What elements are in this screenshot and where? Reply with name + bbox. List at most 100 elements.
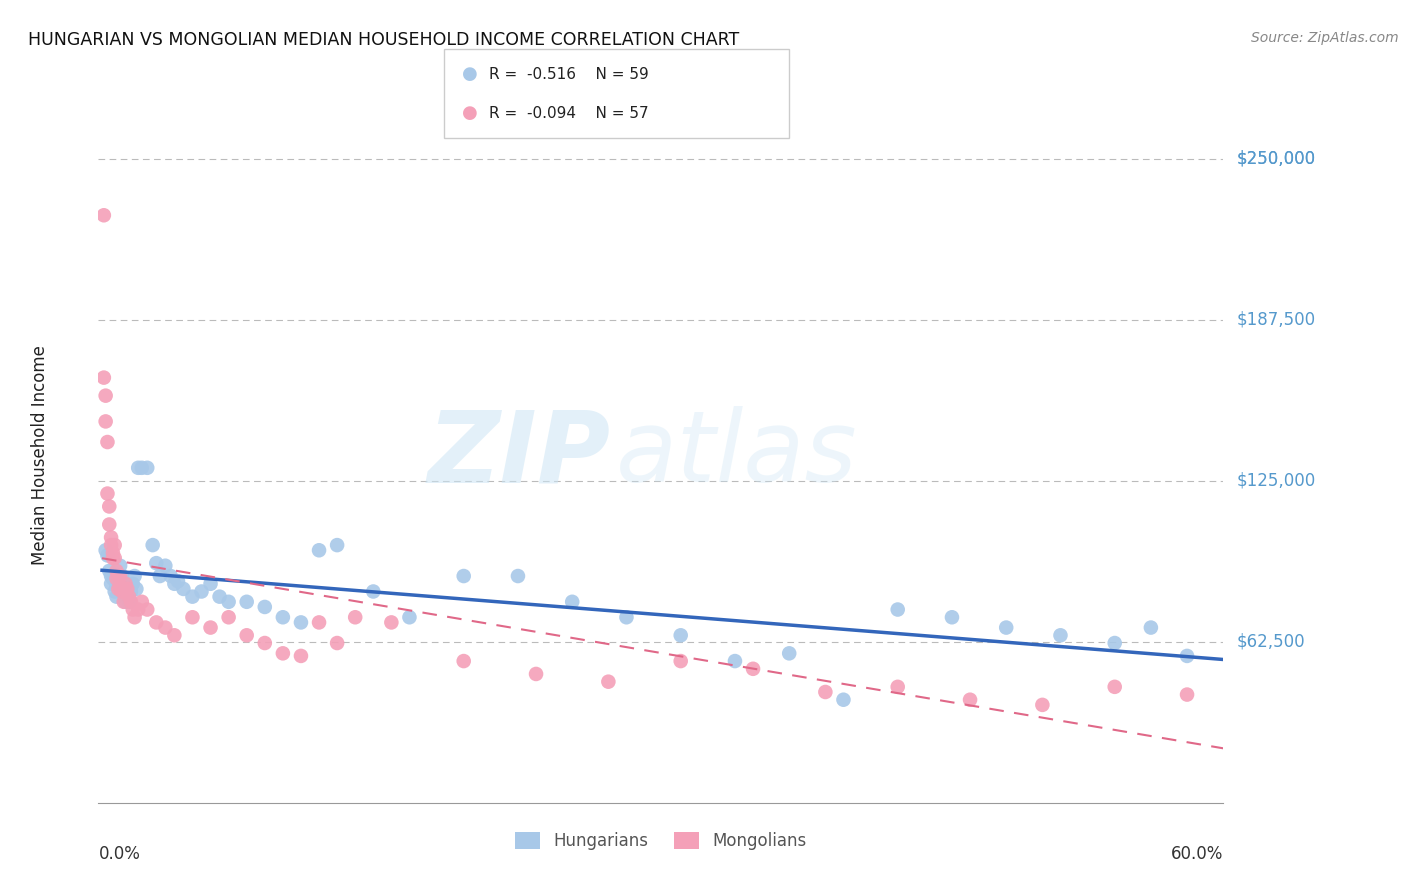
Point bbox=[453, 569, 475, 583]
Point bbox=[253, 636, 276, 650]
Point bbox=[96, 435, 118, 450]
Point bbox=[104, 584, 127, 599]
Point bbox=[145, 556, 167, 570]
Point bbox=[105, 590, 128, 604]
Text: $62,500: $62,500 bbox=[1237, 632, 1306, 651]
Point bbox=[308, 615, 330, 630]
Point bbox=[1104, 680, 1126, 694]
Point bbox=[1175, 688, 1198, 702]
Point bbox=[398, 610, 420, 624]
Point bbox=[380, 615, 402, 630]
Point bbox=[127, 602, 149, 616]
Point bbox=[124, 610, 146, 624]
Point bbox=[561, 595, 583, 609]
Point bbox=[118, 595, 141, 609]
Text: HUNGARIAN VS MONGOLIAN MEDIAN HOUSEHOLD INCOME CORRELATION CHART: HUNGARIAN VS MONGOLIAN MEDIAN HOUSEHOLD … bbox=[28, 31, 740, 49]
Point bbox=[108, 558, 131, 573]
Point bbox=[200, 576, 222, 591]
Point bbox=[112, 595, 135, 609]
Point bbox=[105, 579, 128, 593]
Point bbox=[326, 636, 349, 650]
Text: $250,000: $250,000 bbox=[1237, 150, 1316, 168]
Point bbox=[131, 595, 153, 609]
Point bbox=[271, 646, 294, 660]
Point bbox=[100, 569, 122, 583]
Text: $125,000: $125,000 bbox=[1237, 472, 1316, 490]
Point bbox=[120, 584, 142, 599]
Point bbox=[271, 610, 294, 624]
Point bbox=[218, 610, 240, 624]
Point bbox=[669, 654, 692, 668]
Point bbox=[107, 569, 129, 583]
Point bbox=[155, 558, 177, 573]
Point bbox=[121, 576, 143, 591]
Point bbox=[149, 569, 172, 583]
Point bbox=[253, 599, 276, 614]
Point bbox=[326, 538, 349, 552]
Point bbox=[107, 576, 129, 591]
Point bbox=[104, 538, 127, 552]
Legend: Hungarians, Mongolians: Hungarians, Mongolians bbox=[509, 826, 813, 857]
Point bbox=[105, 564, 128, 578]
Point bbox=[98, 564, 121, 578]
Point bbox=[94, 389, 117, 403]
Point bbox=[235, 595, 257, 609]
Point bbox=[121, 602, 143, 616]
Point bbox=[1104, 636, 1126, 650]
Point bbox=[616, 610, 638, 624]
Text: Median Household Income: Median Household Income bbox=[31, 345, 49, 565]
Point bbox=[145, 615, 167, 630]
Text: $187,500: $187,500 bbox=[1237, 310, 1316, 328]
Point bbox=[1140, 621, 1163, 635]
Point bbox=[724, 654, 747, 668]
Point bbox=[1049, 628, 1071, 642]
Point bbox=[163, 628, 186, 642]
Point bbox=[111, 584, 134, 599]
Point bbox=[163, 576, 186, 591]
Point bbox=[308, 543, 330, 558]
Point bbox=[361, 584, 384, 599]
Point bbox=[142, 538, 165, 552]
Point bbox=[100, 538, 122, 552]
Point bbox=[136, 602, 159, 616]
Point bbox=[167, 574, 190, 589]
Point bbox=[96, 486, 118, 500]
Point bbox=[290, 615, 312, 630]
Point bbox=[93, 208, 115, 222]
Point bbox=[344, 610, 367, 624]
Point bbox=[125, 582, 148, 596]
Point bbox=[181, 610, 204, 624]
Point bbox=[131, 460, 153, 475]
Point bbox=[814, 685, 837, 699]
Point bbox=[101, 551, 124, 566]
Point bbox=[941, 610, 963, 624]
Point bbox=[98, 500, 121, 514]
Point bbox=[117, 590, 139, 604]
Text: $250,000: $250,000 bbox=[1237, 150, 1316, 168]
Text: ●: ● bbox=[461, 65, 478, 83]
Point bbox=[200, 621, 222, 635]
Text: 60.0%: 60.0% bbox=[1171, 845, 1223, 863]
Point bbox=[742, 662, 765, 676]
Point bbox=[94, 414, 117, 428]
Point bbox=[995, 621, 1018, 635]
Point bbox=[778, 646, 800, 660]
Point bbox=[100, 530, 122, 544]
Point bbox=[98, 517, 121, 532]
Point bbox=[101, 546, 124, 560]
Text: R =  -0.094    N = 57: R = -0.094 N = 57 bbox=[489, 106, 650, 120]
Text: R =  -0.516    N = 59: R = -0.516 N = 59 bbox=[489, 67, 650, 81]
Point bbox=[290, 648, 312, 663]
Point bbox=[100, 576, 122, 591]
Point bbox=[94, 543, 117, 558]
Point bbox=[93, 370, 115, 384]
Point bbox=[218, 595, 240, 609]
Point bbox=[172, 582, 194, 596]
Point bbox=[120, 595, 142, 609]
Point bbox=[524, 667, 547, 681]
Text: atlas: atlas bbox=[616, 407, 858, 503]
Point bbox=[127, 460, 149, 475]
Point bbox=[155, 621, 177, 635]
Point bbox=[108, 569, 131, 583]
Point bbox=[159, 569, 181, 583]
